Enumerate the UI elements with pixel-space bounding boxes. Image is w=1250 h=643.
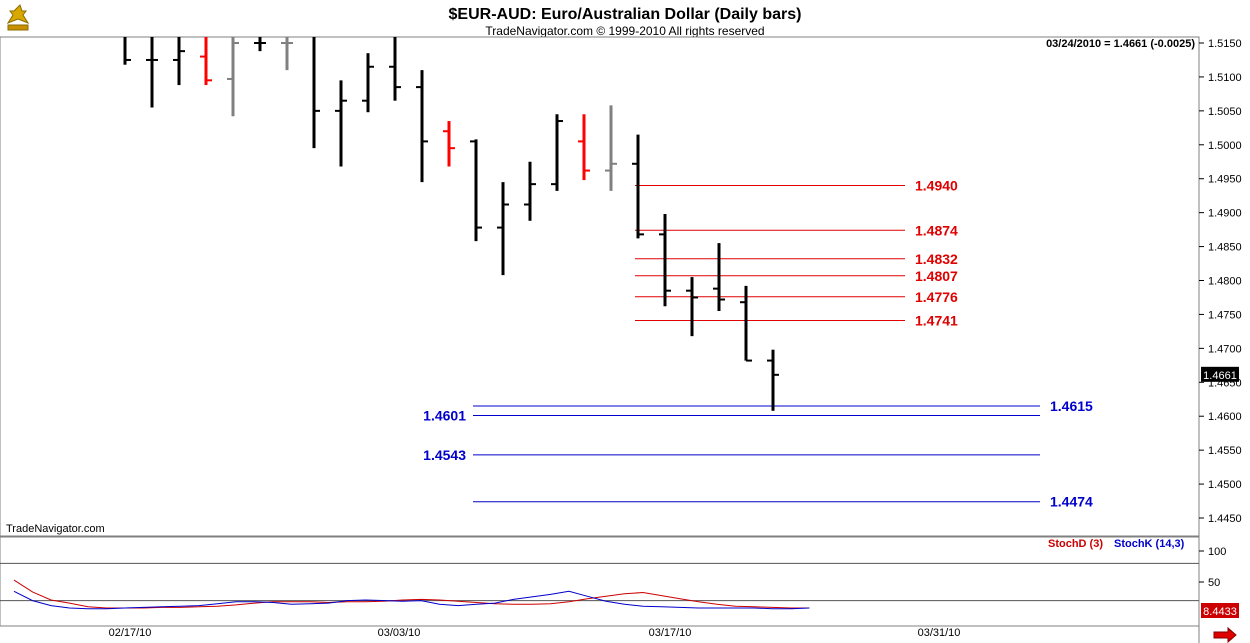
ohlc-bar [254,37,266,52]
price-tick-label: 1.4450 [1208,513,1242,525]
ohlc-bar [443,121,455,167]
chart-title: $EUR-AUD: Euro/Australian Dollar (Daily … [449,6,802,23]
stoch-tick-label: 100 [1208,546,1226,558]
ohlc-bar [312,37,320,149]
last-price-label: 1.4661 [1203,370,1237,382]
ohlc-bar [497,182,509,276]
ohlc-bar [200,37,212,86]
ohlc-bar [362,53,374,113]
ohlc-bar [713,243,725,312]
price-tick-label: 1.5150 [1208,38,1242,50]
stoch-tick-label: 50 [1208,577,1220,589]
stochastic-plot-frame [0,536,1200,627]
support-level-label: 1.4474 [1050,494,1093,510]
price-tick-label: 1.4850 [1208,242,1242,254]
resistance-level-label: 1.4874 [915,222,958,238]
ohlc-bar [686,277,698,337]
ohlc-bar [605,105,617,191]
support-level-label: 1.4601 [423,408,466,424]
support-level: 1.4601 [423,408,1040,424]
stoch-last-badge: 8.4433 [1201,603,1239,618]
x-axis: 02/17/10 03/03/10 03/17/10 03/31/10 [0,625,1237,643]
price-tick-label: 1.4600 [1208,411,1242,423]
price-panel: 1.5150 1.5100 1.5050 1.5000 1.4950 1.4900 1.48… [0,36,1242,643]
ohlc-bar [389,37,401,101]
support-level-label: 1.4615 [1050,398,1093,414]
price-tick-label: 1.5000 [1208,140,1242,152]
x-tick-label: 02/17/10 [109,627,152,639]
ohlc-bar [632,134,644,239]
date-price-readout: 03/24/2010 = 1.4661 (-0.0025) [1046,38,1195,50]
price-tick-label: 1.5100 [1208,72,1242,84]
stoch-k-line [13,590,810,610]
ohlc-bar [416,70,428,183]
stochastic-axis: 100 50 [1199,546,1226,589]
support-level: 1.4543 [423,447,1040,463]
price-plot-frame [0,36,1200,537]
ohlc-bar [578,114,590,181]
price-axis: 1.5150 1.5100 1.5050 1.5000 1.4950 1.4900 1.48… [1199,38,1242,525]
resistance-level-label: 1.4940 [915,178,958,194]
price-tick-label: 1.4700 [1208,343,1242,355]
price-tick-label: 1.4750 [1208,309,1242,321]
resistance-level-label: 1.4776 [915,289,958,305]
support-level: 1.4474 [473,494,1093,510]
scroll-right-arrow-icon[interactable] [1213,626,1237,643]
price-tick-label: 1.4550 [1208,445,1242,457]
price-tick-label: 1.4500 [1208,479,1242,491]
ohlc-bar [524,161,536,221]
x-tick-label: 03/03/10 [378,627,421,639]
resistance-level: 1.4776 [635,289,958,305]
ohlc-bar [740,285,752,362]
ohlc-bar [659,214,671,307]
price-tick-label: 1.4950 [1208,174,1242,186]
support-level-label: 1.4543 [423,447,466,463]
stoch-k-legend: StochK (14,3) [1114,538,1185,550]
ohlc-bar [335,80,347,167]
ohlc-bar [123,37,131,65]
price-tick-label: 1.4800 [1208,276,1242,288]
ohlc-bar [551,114,563,191]
resistance-level: 1.4741 [635,313,958,329]
price-tick-label: 1.4900 [1208,208,1242,220]
app-logo-icon [6,4,30,31]
stoch-d-legend: StochD (3) [1048,538,1103,550]
last-price-badge: 1.4661 [1201,366,1239,382]
resistance-level-label: 1.4832 [915,251,958,267]
resistance-level: 1.4832 [635,251,958,267]
ohlc-bar [470,139,482,242]
ohlc-bar [767,349,779,411]
ohlc-bar [173,37,185,86]
stoch-last-label: 8.4433 [1203,606,1237,618]
price-bars [123,37,779,411]
price-tick-label: 1.5050 [1208,106,1242,118]
resistance-level: 1.4874 [635,222,958,238]
stochastic-panel: StochD (3) StochK (14,3) 100 50 8.4433 [0,536,1239,627]
x-tick-label: 03/31/10 [918,627,961,639]
x-tick-label: 03/17/10 [649,627,692,639]
stoch-d-line [13,579,810,609]
chart-subtitle: TradeNavigator.com © 1999-2010 All right… [485,24,764,38]
resistance-level: 1.4807 [635,268,958,284]
resistance-level: 1.4940 [635,178,958,194]
ohlc-bar [281,37,293,71]
header: $EUR-AUD: Euro/Australian Dollar (Daily … [6,4,802,38]
support-level: 1.4615 [473,398,1093,414]
ohlc-bar [227,37,239,117]
stochastic-lines [0,562,1199,610]
resistance-level-label: 1.4807 [915,268,958,284]
watermark: TradeNavigator.com [6,523,105,535]
ohlc-bar [146,37,158,108]
resistance-level-label: 1.4741 [915,313,958,329]
